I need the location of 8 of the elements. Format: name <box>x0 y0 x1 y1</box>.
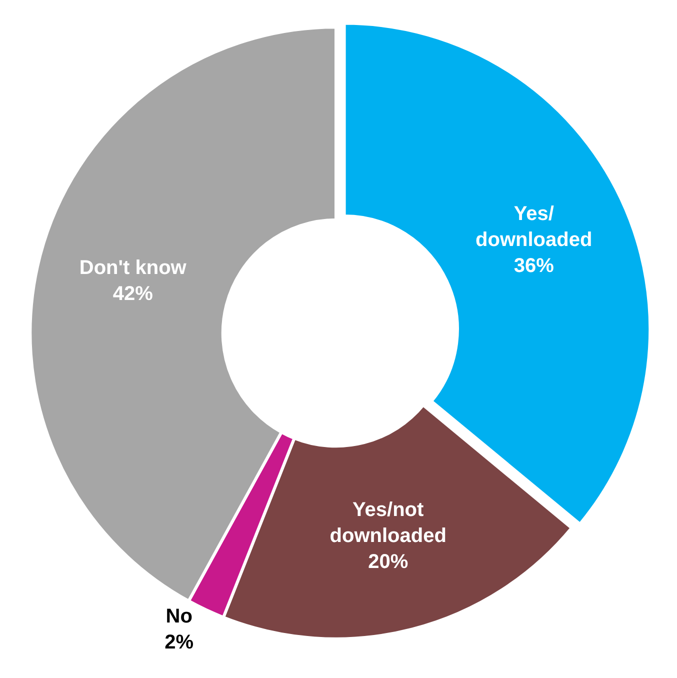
data-label: 42% <box>112 282 154 305</box>
data-label: 20% <box>368 550 408 573</box>
slice-label: Yes/ downloaded <box>476 202 592 251</box>
slice-label: No <box>166 605 192 628</box>
slice-label: Don't know <box>79 256 187 279</box>
data-label: 36% <box>514 254 554 277</box>
slice-label: Yes/not downloaded <box>330 498 446 547</box>
data-label: 2% <box>164 631 194 654</box>
